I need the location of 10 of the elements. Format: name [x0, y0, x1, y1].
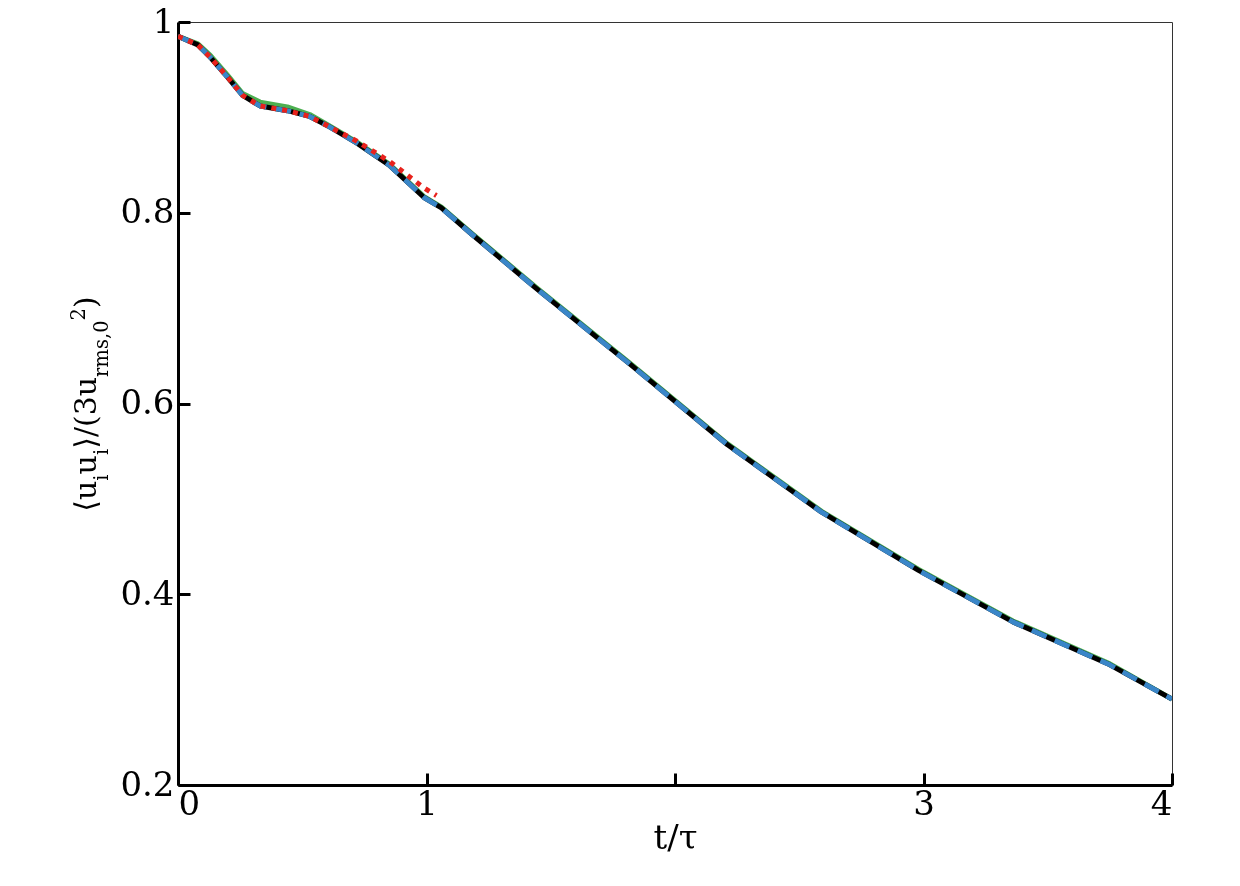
- y-tick-label: 0.8: [120, 191, 175, 232]
- x-tick-label: 4: [1150, 782, 1173, 823]
- y-tick-label: 0.4: [120, 572, 175, 613]
- y-tick-label: 1: [152, 0, 175, 41]
- y-tick-label: 0.6: [120, 382, 175, 422]
- x-axis-title: t/τ: [653, 816, 698, 857]
- y-tick-label: 0.2: [120, 763, 175, 804]
- x-tick-label: 0: [178, 782, 201, 823]
- x-tick-label: 3: [913, 782, 935, 823]
- x-tick-label: 1: [416, 782, 438, 823]
